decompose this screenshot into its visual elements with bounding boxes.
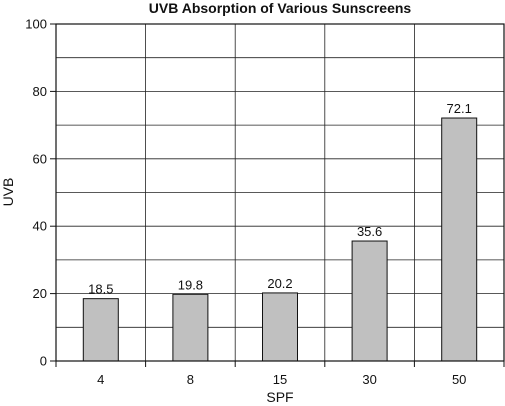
y-tick-label: 100	[25, 17, 47, 32]
gridlines	[56, 24, 504, 361]
plot-border	[55, 23, 505, 362]
plot-frame	[55, 23, 505, 362]
bar-data-label: 19.8	[178, 277, 203, 292]
bar-data-label: 72.1	[447, 101, 472, 116]
x-tick-label: 4	[97, 372, 104, 387]
bar-data-label: 35.6	[357, 224, 382, 239]
bar	[351, 240, 388, 362]
y-tick-label: 0	[40, 354, 47, 369]
y-tick-label: 40	[33, 219, 47, 234]
bars: 18.5 19.8 20.2 35.6 72.1	[82, 101, 478, 362]
bar	[441, 117, 478, 362]
x-tick-label: 30	[362, 372, 376, 387]
x-tick-label: 50	[452, 372, 466, 387]
chart-title: UVB Absorption of Various Sunscreens	[149, 0, 412, 16]
bar	[262, 292, 298, 362]
bar-data-label: 18.5	[88, 282, 113, 297]
x-tick-label: 15	[273, 372, 287, 387]
bar	[172, 293, 209, 362]
bar	[82, 298, 119, 362]
bar-data-label: 20.2	[267, 276, 292, 291]
y-tick-label: 20	[33, 286, 47, 301]
y-tick-label: 80	[33, 84, 47, 99]
x-axis-ticks: 4 8 15 30 50	[55, 361, 505, 387]
y-axis-ticks: 0 20 40 60 80 100	[25, 17, 56, 369]
y-axis-label: UVB	[0, 178, 16, 207]
x-axis-label: SPF	[266, 389, 293, 405]
y-tick-label: 60	[33, 151, 47, 166]
x-tick-label: 8	[187, 372, 194, 387]
